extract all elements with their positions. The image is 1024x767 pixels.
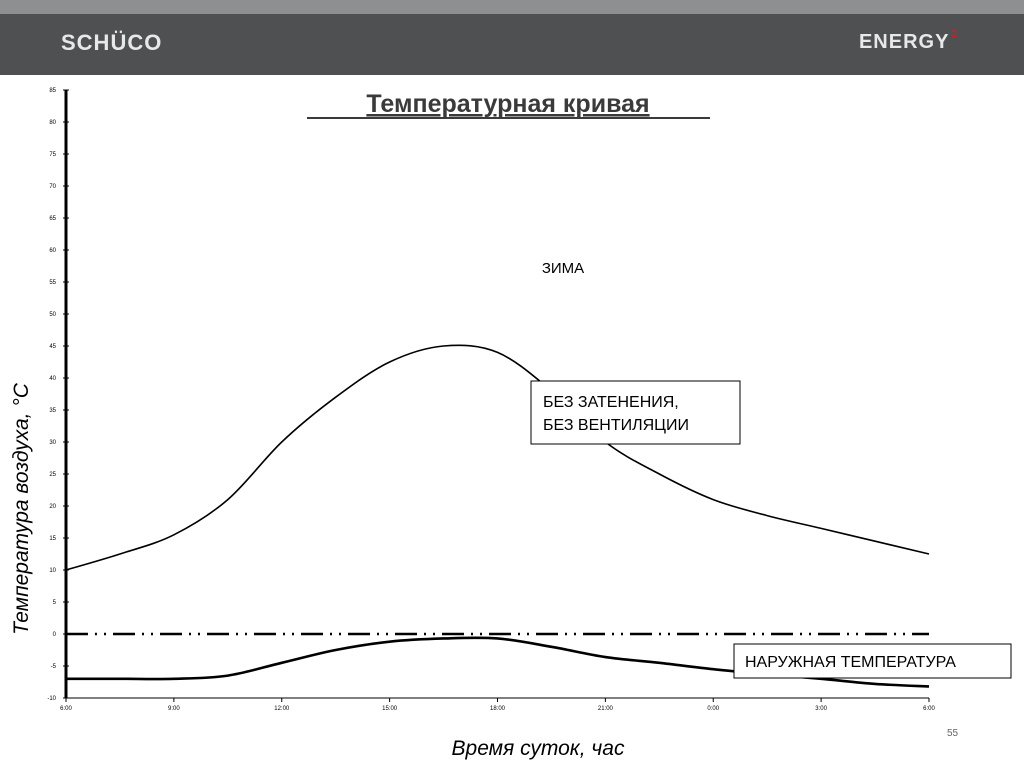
- x-tick-label: 6:00: [923, 706, 935, 712]
- y-tick-label: 65: [49, 216, 56, 222]
- x-axis: 6:00 9:00 12:00 15:00 18:00 21:00 0:00 3:00 6:00: [60, 697, 935, 712]
- y-tick-label: 75: [49, 152, 56, 158]
- x-tick-label: 6:00: [60, 706, 72, 712]
- legend-box-outside: НАРУЖНАЯ ТЕМПЕРАТУРА: [733, 643, 1012, 679]
- y-tick-label: 55: [49, 280, 56, 286]
- temperature-chart: Температурная кривая -10 -5 0 5 10 15 20 25 30 35…: [10, 88, 1012, 760]
- legend-box-outside-frame: [733, 643, 1012, 679]
- series-line-0: [65, 344, 930, 571]
- y-tick-label: -5: [51, 664, 57, 670]
- x-tick-label: 18:00: [490, 706, 506, 712]
- legend-box-inside-frame: [530, 380, 741, 445]
- y-tick-label: 50: [49, 312, 56, 318]
- x-tick-label: 0:00: [707, 706, 719, 712]
- x-axis-label: Время суток, час: [452, 737, 625, 760]
- y-tick-label: -10: [47, 696, 56, 702]
- y-tick-label: 0: [53, 632, 57, 638]
- slide-header: SCHÜCO ENERGY 2: [0, 0, 1024, 75]
- y-tick-label: 35: [49, 408, 56, 414]
- y-tick-label: 15: [49, 536, 56, 542]
- x-tick-label: 15:00: [382, 706, 398, 712]
- x-tick-label: 12:00: [274, 706, 290, 712]
- legend-label-line-2: БЕЗ ВЕНТИЛЯЦИИ: [543, 417, 689, 434]
- y-tick-label: 30: [49, 440, 56, 446]
- season-annotation: ЗИМА: [542, 260, 584, 277]
- y-tick-label: 25: [49, 472, 56, 478]
- y-tick-label: 70: [49, 184, 56, 190]
- schuco-logo: SCHÜCO: [61, 30, 163, 55]
- chart-title: Температурная кривая: [366, 90, 649, 118]
- y-axis-label: Температура воздуха, °C: [10, 382, 33, 635]
- legend-label-line-1: БЕЗ ЗАТЕНЕНИЯ,: [543, 394, 679, 411]
- energy2-logo: ENERGY 2: [858, 29, 958, 54]
- legend-label-outside: НАРУЖНАЯ ТЕМПЕРАТУРА: [745, 654, 956, 671]
- x-tick-label: 9:00: [168, 706, 180, 712]
- energy-logo-superscript: 2: [951, 29, 958, 40]
- y-tick-label: 45: [49, 344, 56, 350]
- y-tick-label: 60: [49, 248, 56, 254]
- x-tick-label: 3:00: [815, 706, 827, 712]
- x-tick-label: 21:00: [598, 706, 614, 712]
- energy-logo-text: ENERGY: [858, 31, 950, 53]
- y-tick-label: 10: [49, 568, 56, 574]
- y-tick-label: 40: [49, 376, 56, 382]
- header-top-strip: [0, 0, 1024, 14]
- series-group: [65, 344, 930, 688]
- y-tick-label: 80: [49, 120, 56, 126]
- y-axis: -10 -5 0 5 10 15 20 25 30 35 40 45 50 55 60 65 70 75 80 85: [47, 88, 69, 702]
- y-tick-label: 5: [53, 600, 57, 606]
- page-number: 55: [947, 728, 959, 739]
- y-tick-label: 85: [49, 88, 56, 94]
- legend-box-inside: БЕЗ ЗАТЕНЕНИЯ, БЕЗ ВЕНТИЛЯЦИИ: [530, 380, 741, 445]
- y-tick-label: 20: [49, 504, 56, 510]
